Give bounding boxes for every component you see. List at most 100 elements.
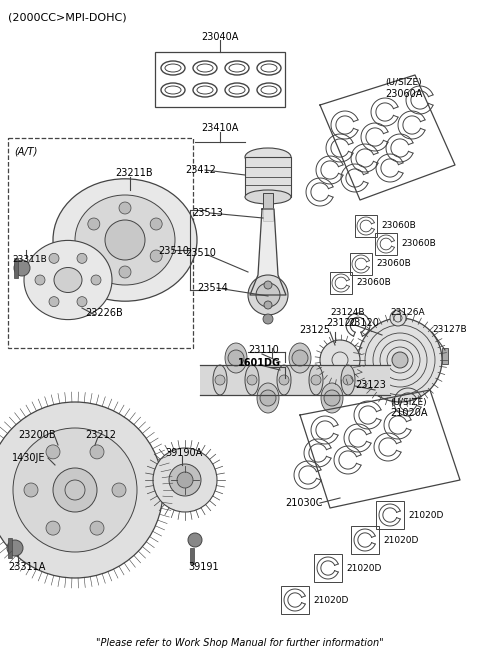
Circle shape [105,220,145,260]
Text: 21020A: 21020A [390,408,428,418]
Circle shape [77,297,87,307]
Text: 23060B: 23060B [356,278,391,287]
Text: (U/SIZE): (U/SIZE) [385,78,421,87]
Circle shape [7,540,23,556]
Text: 23120: 23120 [348,318,379,328]
Text: 23110: 23110 [248,345,279,355]
Text: 39190A: 39190A [165,448,202,458]
Bar [263,193,273,221]
Circle shape [88,250,100,262]
Text: 39191: 39191 [188,562,218,572]
Circle shape [215,375,225,385]
Text: (A/T): (A/T) [14,146,37,156]
Circle shape [14,260,30,276]
Ellipse shape [289,343,311,373]
Ellipse shape [54,267,82,293]
Circle shape [77,253,87,263]
Bar [376,501,404,529]
Circle shape [177,472,193,488]
Circle shape [320,340,360,380]
Bar [442,348,448,364]
Ellipse shape [245,190,291,204]
Text: 23510: 23510 [185,248,216,258]
Circle shape [324,390,340,406]
Circle shape [13,428,137,552]
Bar [245,157,291,197]
Text: 21020D: 21020D [313,596,348,605]
Text: 23513: 23513 [192,208,223,218]
Text: 23200B: 23200B [18,430,56,440]
Ellipse shape [341,365,355,395]
Text: 23127B: 23127B [432,325,467,334]
Text: "Please refer to Work Shop Manual for further information": "Please refer to Work Shop Manual for fu… [96,638,384,648]
Bar [8,538,12,558]
Circle shape [264,281,272,289]
Bar [200,365,390,395]
Text: 23126A: 23126A [390,308,425,317]
Text: (U/SIZE): (U/SIZE) [390,398,427,407]
Circle shape [119,202,131,214]
Bar [350,253,372,275]
Text: (2000CC>MPI-DOHC): (2000CC>MPI-DOHC) [8,12,127,22]
Circle shape [247,375,257,385]
Circle shape [390,310,406,326]
Bar [314,554,342,582]
Text: 23510: 23510 [158,246,189,256]
Circle shape [248,275,288,315]
Circle shape [311,375,321,385]
Circle shape [49,253,59,263]
Text: 23412: 23412 [185,165,216,175]
Bar [355,215,377,237]
Text: 23040A: 23040A [201,32,239,42]
Bar [14,258,18,278]
Circle shape [49,297,59,307]
Circle shape [0,402,163,578]
Circle shape [112,483,126,497]
Ellipse shape [213,365,227,395]
Ellipse shape [245,148,291,166]
Bar [375,386,387,394]
Text: 23060B: 23060B [376,259,411,268]
Bar [330,272,352,294]
Ellipse shape [24,240,112,320]
Text: 23410A: 23410A [201,123,239,133]
Circle shape [358,318,442,402]
Bar [375,233,397,255]
Circle shape [153,448,217,512]
Text: 23211B: 23211B [115,168,153,178]
Text: 23514: 23514 [197,283,228,293]
Ellipse shape [245,365,259,395]
Circle shape [343,375,353,385]
Text: 23120: 23120 [326,318,358,328]
Text: 21020D: 21020D [408,511,444,520]
Text: 23060B: 23060B [401,239,436,248]
Circle shape [53,468,97,512]
Circle shape [150,218,162,230]
Text: 21020D: 21020D [383,536,419,545]
Ellipse shape [257,383,279,413]
Circle shape [292,350,308,366]
Text: 23311A: 23311A [8,562,46,572]
Text: 21020D: 21020D [346,564,382,573]
Circle shape [119,266,131,278]
Circle shape [90,445,104,459]
Circle shape [46,521,60,535]
Circle shape [150,250,162,262]
Bar [351,526,379,554]
Circle shape [228,350,244,366]
Ellipse shape [225,343,247,373]
Text: 23311B: 23311B [12,255,47,264]
Text: 23226B: 23226B [85,308,123,318]
Ellipse shape [321,383,343,413]
Bar [281,586,309,614]
Bar [190,548,194,564]
Circle shape [169,464,201,496]
Text: 23060B: 23060B [381,221,416,230]
Circle shape [88,218,100,230]
Text: 23212: 23212 [85,430,116,440]
Ellipse shape [53,179,197,301]
Polygon shape [250,209,286,295]
Circle shape [392,352,408,368]
Circle shape [263,314,273,324]
Circle shape [260,390,276,406]
